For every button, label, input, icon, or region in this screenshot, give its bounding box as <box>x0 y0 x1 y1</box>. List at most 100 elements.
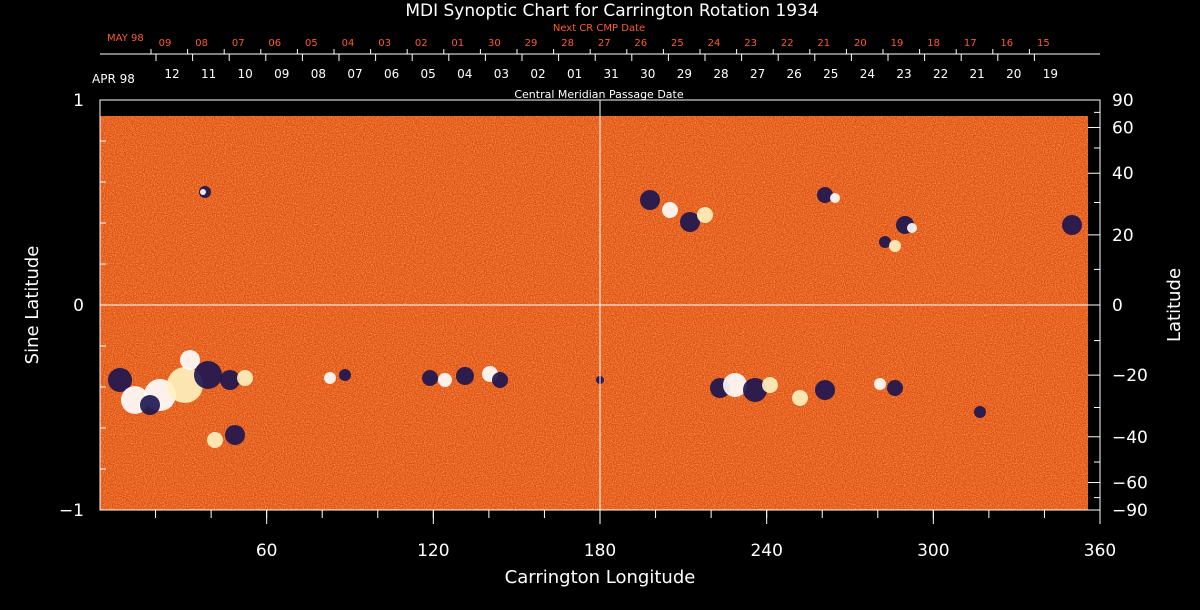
cmp-axis: APR 98 12 11 10 09 08 07 06 05 04 03 02 01 31 30 29 28 2… <box>92 54 1058 101</box>
next-cr-date: 23 <box>744 38 757 49</box>
cmp-date: 19 <box>1043 67 1058 81</box>
active-region-blob <box>974 406 986 418</box>
x-tick-label: 60 <box>256 541 278 561</box>
cmp-date: 05 <box>421 67 436 81</box>
y-right-tick-label: −20 <box>1112 366 1148 386</box>
next-cr-date: 01 <box>451 38 464 49</box>
active-region-blob <box>220 370 240 390</box>
next-cr-date: 21 <box>817 38 830 49</box>
active-region-blob <box>237 370 253 386</box>
next-cr-date: 18 <box>927 38 940 49</box>
cmp-date: 12 <box>164 67 179 81</box>
y-left-tick-label: −1 <box>59 501 84 521</box>
y-right-tick-label: −40 <box>1112 428 1148 448</box>
next-cr-axis-label: Next CR CMP Date <box>553 23 645 34</box>
next-cr-date: 16 <box>1000 38 1013 49</box>
y-right-tick-label: 0 <box>1112 296 1123 316</box>
active-region-blob <box>438 373 452 387</box>
y-right-tick-label: 60 <box>1112 118 1134 138</box>
y-axis-label-right: Latitude <box>1164 268 1185 342</box>
cmp-date: 09 <box>274 67 289 81</box>
active-region-blob <box>743 378 767 402</box>
active-region-blob <box>680 212 700 232</box>
cmp-date: 02 <box>530 67 545 81</box>
active-region-blob <box>907 223 917 233</box>
next-cr-date: 25 <box>671 38 684 49</box>
next-cr-date: 05 <box>305 38 318 49</box>
chart-title: MDI Synoptic Chart for Carrington Rotati… <box>405 1 818 21</box>
cmp-date: 27 <box>750 67 765 81</box>
x-tick-label: 120 <box>417 541 449 561</box>
active-region-blob <box>324 372 336 384</box>
cmp-date: 31 <box>604 67 619 81</box>
cmp-date: 24 <box>860 67 875 81</box>
next-cr-date: 29 <box>525 38 538 49</box>
next-cr-date: 09 <box>159 38 172 49</box>
active-region-blob <box>492 372 508 388</box>
cmp-date: 30 <box>640 67 655 81</box>
active-region-blob <box>762 377 778 393</box>
next-cr-date: 07 <box>232 38 245 49</box>
active-region-blob <box>697 207 713 223</box>
active-region-blob <box>889 240 901 252</box>
cmp-date: 29 <box>677 67 692 81</box>
cmp-date: 21 <box>970 67 985 81</box>
active-region-blob <box>887 380 903 396</box>
next-cr-date: 04 <box>342 38 355 49</box>
next-cr-date: 19 <box>891 38 904 49</box>
y-right-tick-label: −90 <box>1112 501 1148 521</box>
cmp-date: 04 <box>457 67 472 81</box>
active-region-blob <box>456 367 474 385</box>
active-region-blob <box>792 390 808 406</box>
active-region-blob <box>874 378 886 390</box>
cmp-date: 20 <box>1006 67 1021 81</box>
y-axis-label-left: Sine Latitude <box>22 246 43 365</box>
next-cr-date: 08 <box>195 38 208 49</box>
active-region-blob <box>830 193 840 203</box>
active-region-blob <box>207 432 223 448</box>
next-cr-date: 24 <box>708 38 721 49</box>
magnetogram-image <box>100 116 1088 510</box>
cmp-date: 28 <box>713 67 728 81</box>
active-region-blob <box>815 380 835 400</box>
cmp-axis-label: Central Meridian Passage Date <box>514 88 683 101</box>
active-region-blob <box>1062 215 1082 235</box>
next-cr-date: 27 <box>598 38 611 49</box>
cmp-date: 23 <box>896 67 911 81</box>
cmp-date: 10 <box>238 67 253 81</box>
next-cr-date: 03 <box>378 38 391 49</box>
active-region-blob <box>194 361 222 389</box>
cmp-month: APR 98 <box>92 72 135 86</box>
active-region-blob <box>879 236 891 248</box>
x-tick-label: 300 <box>917 541 949 561</box>
active-region-blob <box>167 367 203 403</box>
next-cr-date: 22 <box>781 38 794 49</box>
cmp-date: 08 <box>311 67 326 81</box>
x-tick-label: 360 <box>1084 541 1116 561</box>
active-region-blob <box>339 369 351 381</box>
y-left-tick-label: 0 <box>73 296 84 316</box>
next-cr-month: MAY 98 <box>107 33 144 44</box>
active-region-blob <box>140 395 160 415</box>
active-region-blob <box>422 370 438 386</box>
active-region-blob <box>640 190 660 210</box>
x-tick-label: 240 <box>750 541 782 561</box>
active-region-blob <box>200 189 206 195</box>
y-right-tick-label: 40 <box>1112 164 1134 184</box>
active-region-blob <box>180 350 200 370</box>
active-region-blob <box>225 425 245 445</box>
next-cr-date: 15 <box>1037 38 1050 49</box>
cmp-date: 06 <box>384 67 399 81</box>
y-right-tick-label: 20 <box>1112 226 1134 246</box>
active-region-blob <box>662 202 678 218</box>
cmp-date: 26 <box>787 67 802 81</box>
y-left-tick-label: 1 <box>73 91 84 111</box>
active-region-blob <box>817 187 833 203</box>
next-cr-axis: Next CR CMP Date MAY 98 09 08 07 06 05 04 03 02… <box>100 23 1100 55</box>
x-tick-label: 180 <box>584 541 616 561</box>
next-cr-date: 17 <box>964 38 977 49</box>
x-axis-label: Carrington Longitude <box>505 567 696 588</box>
cmp-date: 03 <box>494 67 509 81</box>
cmp-date: 11 <box>201 67 216 81</box>
